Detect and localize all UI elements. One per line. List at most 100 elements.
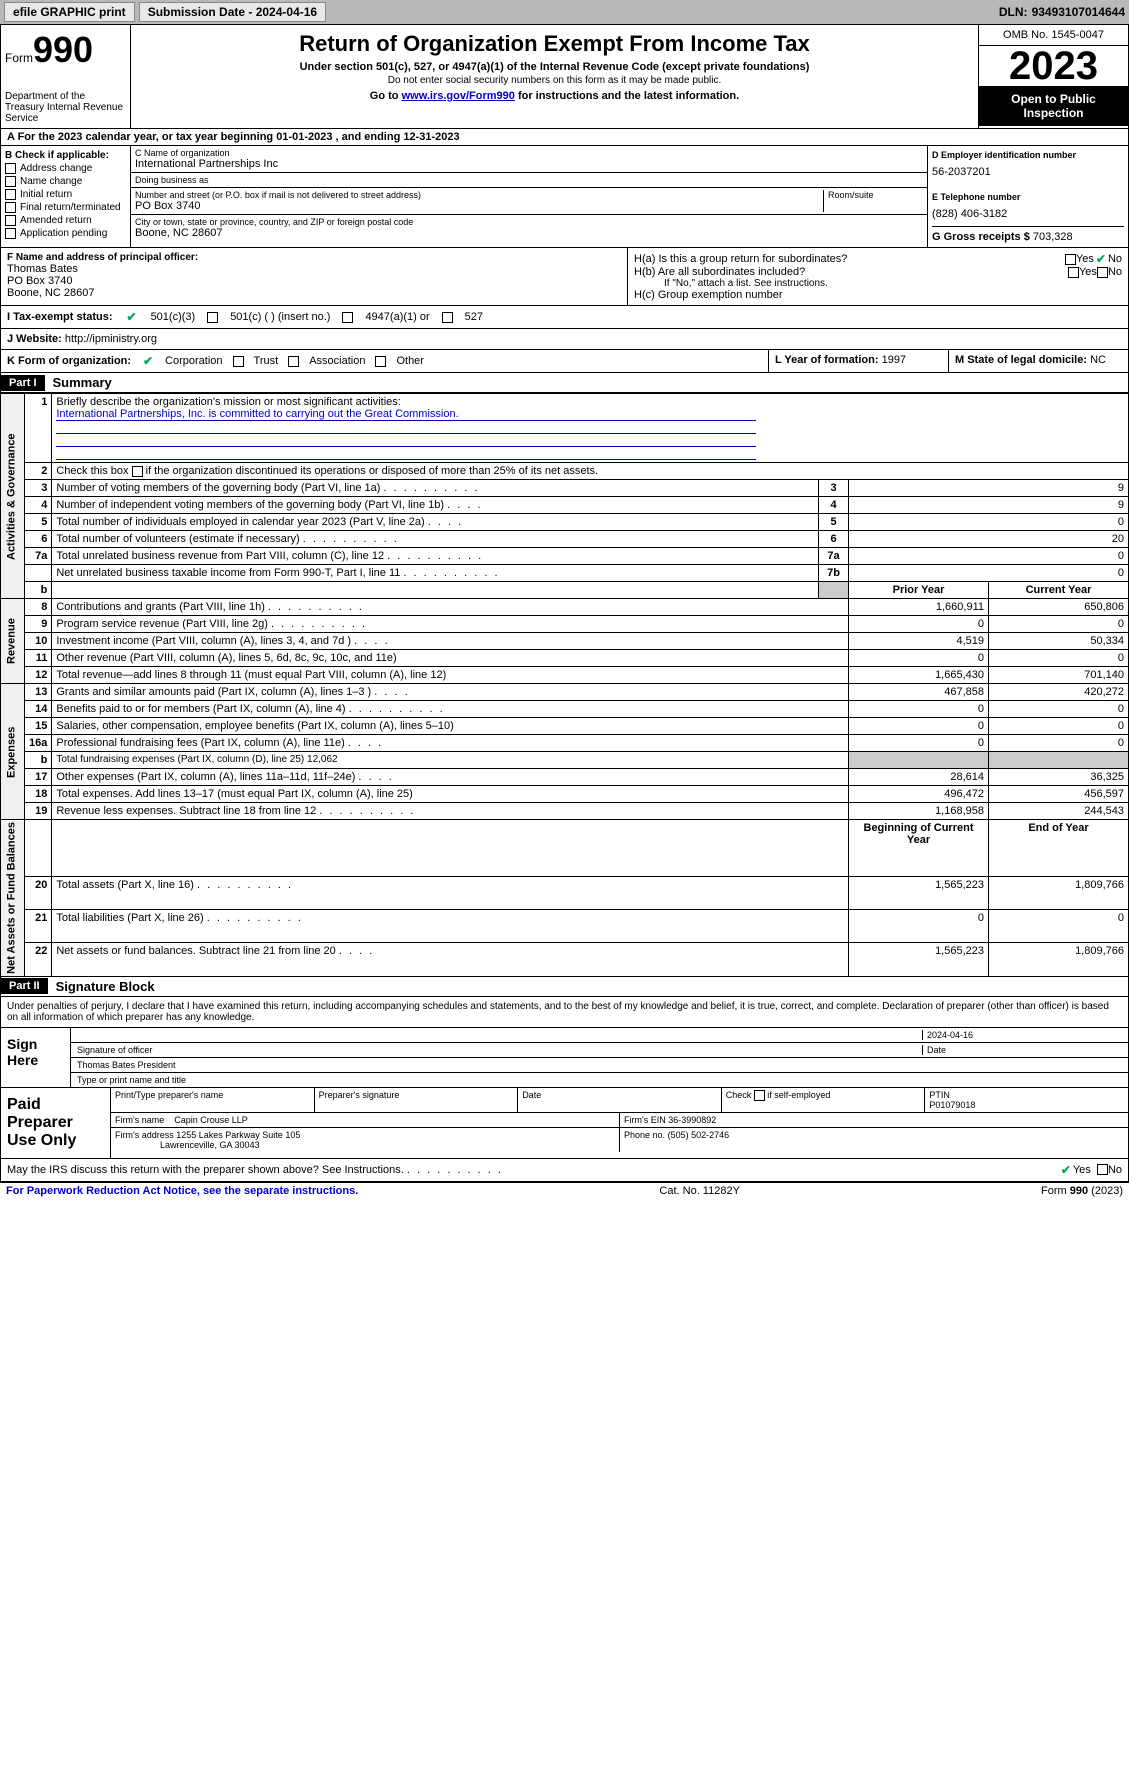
officer-city: Boone, NC 28607 [7,287,621,299]
checkbox-527[interactable] [442,312,453,323]
checkbox-self-employed[interactable] [754,1090,765,1101]
sign-here-label: Sign Here [1,1028,71,1087]
officer-label: F Name and address of principal officer: [7,252,621,263]
submission-date: Submission Date - 2024-04-16 [139,2,326,22]
city-value: Boone, NC 28607 [135,227,923,239]
part1-badge: Part I [1,375,45,391]
row-klm: K Form of organization: ✔Corporation Tru… [0,350,1129,373]
part2-title: Signature Block [48,977,163,996]
summary-table: Activities & Governance 1 Briefly descri… [0,393,1129,977]
line5-val: 0 [849,514,1129,531]
row-i: I Tax-exempt status: ✔501(c)(3) 501(c) (… [0,306,1129,329]
part2-badge: Part II [1,978,48,994]
i-label: I Tax-exempt status: [7,311,113,323]
part1-header-row: Part I Summary [0,373,1129,393]
sig-officer-label: Signature of officer [77,1045,922,1055]
line7b-val: 0 [849,565,1129,582]
efile-print-button[interactable]: efile GRAPHIC print [4,2,135,22]
form-word: Form [5,51,33,65]
checkbox-hb-yes[interactable] [1068,267,1079,278]
paperwork-notice[interactable]: For Paperwork Reduction Act Notice, see … [6,1185,358,1197]
col-current: Current Year [989,582,1129,599]
checkbox-hb-no[interactable] [1097,267,1108,278]
firm-addr2: Lawrenceville, GA 30043 [160,1140,260,1150]
city-label: City or town, state or province, country… [135,217,923,227]
firm-name: Capin Crouse LLP [174,1115,248,1125]
discuss-text: May the IRS discuss this return with the… [7,1164,404,1176]
prep-name-label: Print/Type preparer's name [111,1088,315,1113]
declaration-text: Under penalties of perjury, I declare th… [1,997,1128,1027]
prep-phone: (505) 502-2746 [668,1130,730,1140]
sig-name-value: Thomas Bates President [77,1060,176,1070]
checkbox-discuss-no[interactable] [1097,1164,1108,1175]
row-j: J Website: http://ipministry.org [0,329,1129,350]
dln-label: DLN: [999,5,1028,19]
line4-val: 9 [849,497,1129,514]
gross-value: 703,328 [1033,231,1073,243]
checkbox-corp[interactable]: ✔ [141,354,155,368]
line1-label: Briefly describe the organization's miss… [56,396,400,408]
checkbox-4947[interactable] [342,312,353,323]
signature-block: Under penalties of perjury, I declare th… [0,997,1129,1182]
section-governance: Activities & Governance [1,394,25,599]
checkbox-amended[interactable] [5,215,16,226]
street-label: Number and street (or P.O. box if mail i… [135,190,823,200]
part1-title: Summary [45,373,120,392]
street-value: PO Box 3740 [135,200,823,212]
form-title: Return of Organization Exempt From Incom… [137,31,972,57]
page-footer: For Paperwork Reduction Act Notice, see … [0,1182,1129,1199]
checkbox-address-change[interactable] [5,163,16,174]
col-beginning: Beginning of Current Year [849,820,989,877]
prep-sig-label: Preparer's signature [315,1088,519,1113]
checkbox-assoc[interactable] [288,356,299,367]
paid-preparer-label: Paid Preparer Use Only [1,1088,111,1158]
row-a-tax-year: A For the 2023 calendar year, or tax yea… [0,129,1129,146]
sig-date: 2024-04-16 [922,1030,1122,1040]
firm-ein: 36-3990892 [668,1115,716,1125]
l-value: 1997 [882,354,906,366]
footer-form: Form 990 (2023) [1041,1185,1123,1197]
dept-treasury: Department of the Treasury Internal Reve… [5,91,126,124]
col-b-label: B Check if applicable: [5,150,126,161]
room-label: Room/suite [828,190,923,200]
checkbox-name-change[interactable] [5,176,16,187]
checkbox-final-return[interactable] [5,202,16,213]
checkbox-ha-no[interactable]: ✔ [1094,252,1108,266]
line3-val: 9 [849,480,1129,497]
prep-date-label: Date [518,1088,722,1113]
bcdeg-block: B Check if applicable: Address change Na… [0,146,1129,248]
line7a-val: 0 [849,548,1129,565]
col-b-checkboxes: B Check if applicable: Address change Na… [1,146,131,247]
dba-label: Doing business as [135,175,923,185]
checkbox-other[interactable] [375,356,386,367]
irs-link[interactable]: www.irs.gov/Form990 [402,90,515,102]
l-label: L Year of formation: [775,354,879,366]
section-expenses: Expenses [1,684,25,820]
ssn-warning: Do not enter social security numbers on … [137,75,972,86]
checkbox-501c3[interactable]: ✔ [125,310,139,324]
hc-label: H(c) Group exemption number [634,289,1122,301]
tax-year: 2023 [979,46,1128,86]
org-name: International Partnerships Inc [135,158,923,170]
checkbox-discontinued[interactable] [132,466,143,477]
ptin-value: P01079018 [929,1100,1124,1110]
officer-street: PO Box 3740 [7,275,621,287]
form-subtitle: Under section 501(c), 527, or 4947(a)(1)… [137,61,972,73]
checkbox-initial-return[interactable] [5,189,16,200]
checkbox-trust[interactable] [233,356,244,367]
org-name-label: C Name of organization [135,148,923,158]
m-value: NC [1090,354,1106,366]
checkbox-app-pending[interactable] [5,228,16,239]
goto-prefix: Go to [370,90,399,102]
col-end: End of Year [989,820,1129,877]
ein-label: D Employer identification number [932,150,1124,160]
section-revenue: Revenue [1,599,25,684]
checkbox-ha-yes[interactable] [1065,254,1076,265]
officer-name: Thomas Bates [7,263,621,275]
checkbox-discuss-yes[interactable]: ✔ [1059,1163,1073,1177]
line6-val: 20 [849,531,1129,548]
open-public: Open to Public Inspection [979,86,1128,126]
section-netassets: Net Assets or Fund Balances [1,820,25,977]
checkbox-501c[interactable] [207,312,218,323]
j-label: J Website: [7,333,62,345]
